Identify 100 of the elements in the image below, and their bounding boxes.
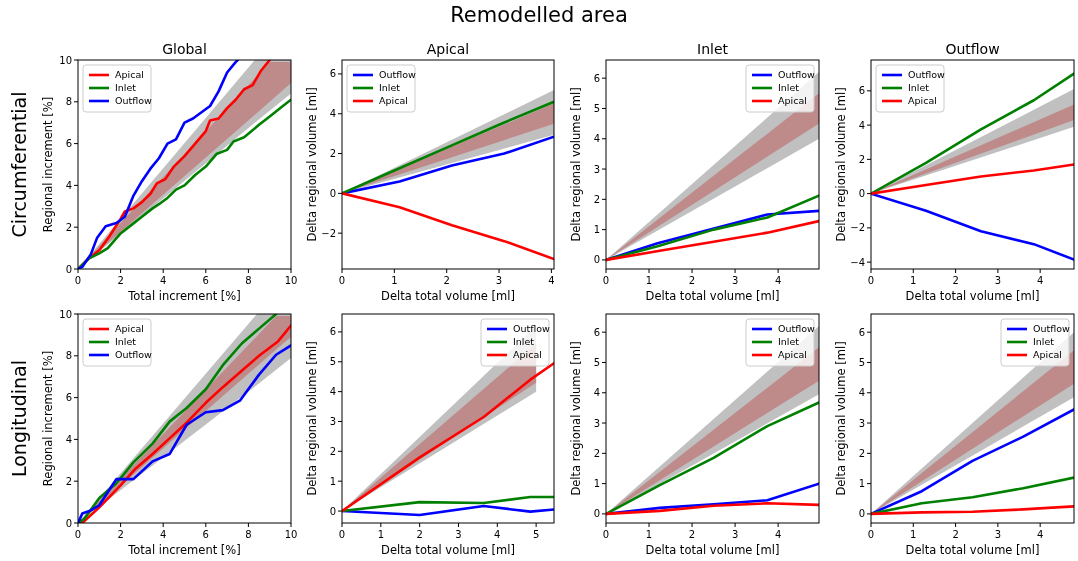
chart-title: Global — [162, 41, 207, 57]
y-tick-label: 8 — [65, 96, 72, 108]
legend-label: Inlet — [513, 336, 535, 348]
y-tick-label: 2 — [858, 447, 865, 459]
y-tick-label: 2 — [65, 221, 72, 233]
x-tick-label: 1 — [391, 275, 398, 286]
y-tick-label: 1 — [858, 478, 865, 490]
y-tick-label: 10 — [59, 308, 72, 320]
y-tick-label: 4 — [329, 108, 336, 120]
y-tick-label: 2 — [329, 148, 336, 160]
legend-label: Inlet — [115, 336, 137, 348]
legend-label: Apical — [778, 95, 807, 107]
text: Circumferential — [8, 91, 30, 238]
y-axis-title: Delta regional volume [ml] — [569, 87, 583, 242]
y-tick-label: −2 — [850, 222, 865, 234]
y-tick-label: 8 — [65, 350, 72, 362]
y-tick-label: 5 — [593, 102, 600, 114]
legend-label: Outflow — [778, 69, 816, 81]
y-axis-title: Regional increment [%] — [41, 96, 55, 233]
x-tick-label: 3 — [455, 529, 462, 540]
legend-label: Outflow — [115, 349, 153, 361]
y-tick-label: 2 — [65, 475, 72, 487]
x-tick-label: 3 — [994, 275, 1002, 286]
x-tick-label: 4 — [160, 529, 167, 540]
y-tick-label: 6 — [858, 85, 865, 97]
chart-title: Outflow — [945, 41, 1000, 57]
x-tick-label: 2 — [952, 529, 959, 540]
legend-label: Apical — [513, 349, 542, 361]
x-axis-title: Total increment [%] — [127, 289, 241, 303]
y-tick-label: 4 — [329, 386, 336, 398]
x-tick-label: 3 — [495, 275, 503, 286]
legend-label: Outflow — [1033, 323, 1071, 335]
x-tick-label: 4 — [548, 275, 555, 286]
x-tick-label: 10 — [284, 529, 298, 540]
y-tick-label: 5 — [858, 356, 865, 368]
x-tick-label: 2 — [688, 529, 696, 540]
x-axis-title: Delta total volume [ml] — [905, 543, 1040, 557]
x-tick-label: 4 — [494, 529, 501, 540]
x-tick-label: 2 — [443, 275, 450, 286]
x-tick-label: 0 — [74, 275, 82, 286]
y-tick-label: 4 — [858, 387, 865, 399]
line-series — [606, 401, 819, 516]
y-tick-label: 3 — [593, 417, 600, 429]
x-tick-label: 4 — [1036, 529, 1044, 540]
x-tick-label: 8 — [245, 529, 252, 540]
x-tick-label: 8 — [245, 275, 252, 286]
x-tick-label: 3 — [994, 529, 1002, 540]
y-tick-label: 2 — [593, 447, 600, 459]
x-axis-title: Delta total volume [ml] — [381, 543, 515, 557]
line-series — [342, 192, 554, 261]
y-tick-label: 6 — [65, 392, 72, 404]
x-tick-label: 4 — [160, 275, 167, 286]
legend-label: Outflow — [379, 69, 417, 81]
line-series — [871, 192, 1074, 261]
legend-label: Inlet — [778, 336, 800, 348]
y-tick-label: 2 — [329, 445, 336, 457]
y-tick-label: 4 — [65, 179, 72, 191]
y-tick-label: 0 — [593, 254, 600, 266]
x-tick-label: 0 — [338, 275, 346, 286]
legend-label: Apical — [908, 95, 937, 107]
text: Remodelled area — [450, 3, 628, 27]
y-tick-label: 3 — [593, 163, 600, 175]
line-series — [78, 60, 240, 269]
x-tick-label: 4 — [774, 275, 782, 286]
line-series — [606, 502, 819, 516]
x-tick-label: 1 — [645, 529, 653, 540]
x-tick-label: 0 — [602, 275, 610, 286]
x-tick-label: 1 — [377, 529, 385, 540]
y-tick-label: 10 — [59, 54, 72, 66]
y-tick-label: 6 — [858, 326, 865, 338]
y-tick-label: 3 — [858, 417, 865, 429]
y-axis-title: Delta regional volume [ml] — [834, 341, 848, 496]
legend-label: Apical — [379, 95, 408, 107]
y-tick-label: 0 — [329, 505, 336, 517]
legend-label: Inlet — [115, 82, 137, 94]
line-series — [342, 504, 554, 517]
legend-label: Apical — [115, 69, 144, 81]
x-tick-label: 0 — [602, 529, 610, 540]
x-tick-label: 10 — [284, 275, 298, 286]
line-series — [342, 495, 554, 513]
y-axis-title: Delta regional volume [ml] — [834, 87, 848, 242]
y-tick-label: 6 — [593, 72, 600, 84]
y-tick-label: 3 — [329, 415, 336, 427]
y-tick-label: 5 — [329, 356, 336, 368]
y-tick-label: 6 — [329, 326, 336, 338]
x-tick-label: 0 — [867, 275, 875, 286]
line-series — [871, 505, 1074, 516]
chart-title: Inlet — [697, 41, 729, 57]
legend-label: Apical — [1033, 349, 1062, 361]
x-axis-title: Total increment [%] — [127, 543, 241, 557]
y-tick-label: 0 — [65, 517, 72, 529]
x-axis-title: Delta total volume [ml] — [645, 289, 780, 303]
y-tick-label: 5 — [593, 356, 600, 368]
x-tick-label: 2 — [952, 275, 959, 286]
y-tick-label: 1 — [593, 478, 600, 490]
y-tick-label: 2 — [593, 193, 600, 205]
x-tick-label: 4 — [1036, 275, 1044, 286]
x-tick-label: 5 — [532, 529, 540, 540]
legend-label: Outflow — [778, 323, 816, 335]
x-tick-label: 3 — [731, 529, 739, 540]
